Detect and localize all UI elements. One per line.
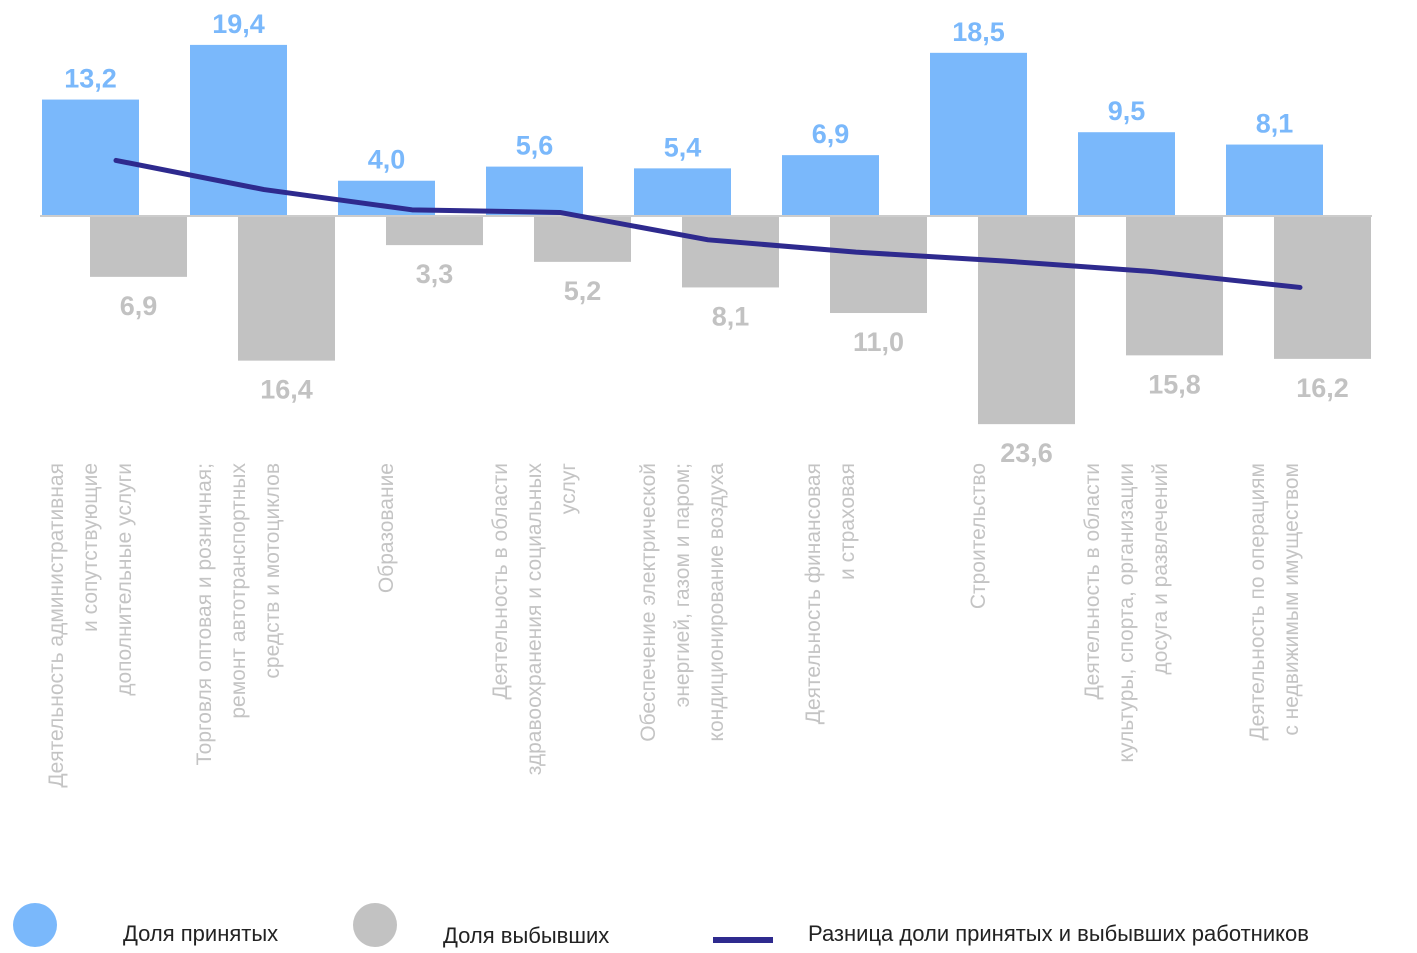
hired-value-label: 18,5 (952, 17, 1005, 47)
category-label: Торговля оптовая и розничная; ремонт авто… (193, 463, 284, 766)
category-label-line: Образование (375, 463, 398, 593)
category-label-line: Деятельность в области (1081, 463, 1104, 700)
left-bar (238, 216, 335, 361)
category-label: Деятельность финансовая и страховая (802, 463, 859, 724)
category-label: Деятельность административная и сопутству… (45, 463, 136, 788)
category-label: Обеспечение электрической энергией, газом… (637, 463, 728, 742)
difference-line (113, 157, 1303, 290)
category-label-line: и сопутствующие (79, 463, 102, 632)
category-label-line: Обеспечение электрической (637, 463, 660, 742)
hired-value-label: 8,1 (1256, 109, 1294, 139)
left-value-label: 15,8 (1148, 369, 1201, 399)
category-labels: Деятельность административная и сопутству… (45, 463, 1303, 788)
hired-value-label: 6,9 (812, 119, 850, 149)
category-label: Деятельность в области культуры, спорта, … (1081, 463, 1172, 762)
left-bar (978, 216, 1075, 425)
category-label: Образование (375, 463, 398, 593)
hired-bar (190, 44, 287, 216)
hired-bars-group (42, 44, 1323, 216)
category-label: Деятельность по операциям с недвижимым им… (1246, 463, 1303, 741)
hired-value-labels: 13,2 19,4 4,0 5,6 5,4 6,9 18,5 9,5 8,1 (64, 9, 1293, 175)
category-label-line: ремонт автотранспортных (227, 463, 250, 719)
category-label-line: с недвижимым имуществом (1280, 463, 1303, 736)
hired-bar (486, 166, 583, 216)
category-label-line: энергией, газом и паром; (671, 463, 694, 707)
left-bar (1126, 216, 1223, 356)
hired-value-label: 5,6 (516, 131, 554, 161)
left-value-label: 3,3 (416, 259, 454, 289)
legend-hired-marker (13, 903, 57, 947)
hired-value-label: 5,4 (664, 132, 702, 162)
legend-hired-label: Доля принятых (123, 921, 278, 946)
category-label-line: досуга и развлечений (1149, 463, 1172, 675)
category-label-line: и страховая (836, 463, 859, 580)
legend-difference-label: Разница доли принятых и выбывших работни… (808, 921, 1309, 946)
hired-value-label: 13,2 (64, 64, 117, 94)
hired-value-label: 19,4 (212, 9, 265, 39)
hired-bar (1226, 144, 1323, 216)
hired-bar (42, 99, 139, 216)
left-value-label: 23,6 (1000, 438, 1053, 468)
category-label-line: услуг (557, 463, 580, 515)
legend: Доля принятых Доля выбывших Разница доли… (13, 903, 1309, 948)
left-value-label: 8,1 (712, 301, 750, 331)
category-label-line: Торговля оптовая и розничная; (193, 463, 216, 766)
legend-difference-marker (713, 937, 773, 943)
left-value-label: 16,2 (1296, 373, 1349, 403)
category-label-line: кондиционирование воздуха (705, 463, 728, 742)
category-label-line: Деятельность административная (45, 463, 68, 788)
left-bar (830, 216, 927, 314)
category-label-line: Строительство (967, 463, 990, 609)
legend-left-label: Доля выбывших (443, 923, 609, 948)
hired-value-label: 9,5 (1108, 96, 1146, 126)
left-value-label: 6,9 (120, 291, 158, 321)
left-value-labels: 6,9 16,4 3,3 5,2 8,1 11,0 23,6 15,8 16,2 (120, 259, 1349, 468)
category-label-line: здравоохранения и социальных (523, 463, 546, 776)
left-bar (90, 216, 187, 277)
left-bar (682, 216, 779, 288)
category-label: Строительство (967, 463, 990, 609)
legend-left-marker (353, 903, 397, 947)
category-label-line: культуры, спорта, организации (1115, 463, 1138, 762)
left-bar (386, 216, 483, 246)
category-label-line: дополнительные услуги (113, 463, 136, 696)
category-label: Деятельность в области здравоохранения и … (489, 463, 580, 776)
category-label-line: средств и мотоциклов (261, 463, 284, 679)
hired-bar (1078, 132, 1175, 216)
category-label-line: Деятельность в области (489, 463, 512, 700)
hired-bar (634, 168, 731, 216)
category-label-line: Деятельность финансовая (802, 463, 825, 724)
left-value-label: 16,4 (260, 375, 313, 405)
left-value-label: 5,2 (564, 276, 602, 306)
hired-value-label: 4,0 (368, 145, 406, 175)
category-label-line: Деятельность по операциям (1246, 463, 1269, 741)
hired-bar (930, 52, 1027, 216)
hired-bar (782, 155, 879, 216)
left-value-label: 11,0 (853, 327, 904, 357)
